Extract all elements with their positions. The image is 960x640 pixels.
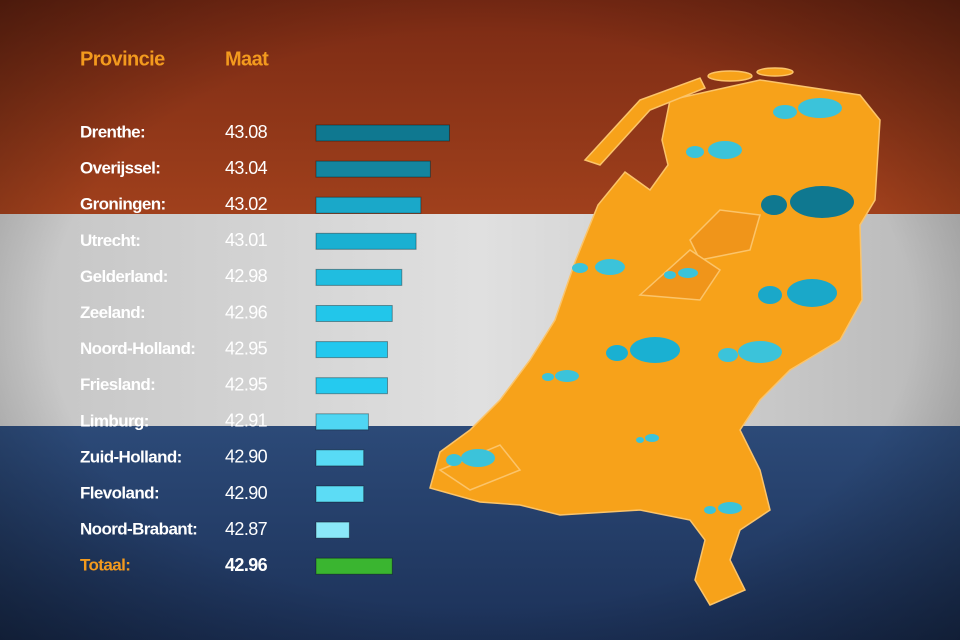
value-label: 43.04 [225, 158, 268, 178]
value-label: 42.91 [225, 411, 268, 431]
province-label: Drenthe: [80, 122, 145, 141]
bar [315, 521, 350, 539]
value-label: 43.01 [225, 230, 268, 250]
province-label: Groningen: [80, 195, 166, 214]
province-label: Utrecht: [80, 231, 140, 250]
value-label: 42.90 [225, 483, 268, 503]
total-value: 42.96 [225, 555, 268, 575]
value-label: 42.90 [225, 447, 268, 467]
value-label: 42.95 [225, 338, 268, 358]
province-label: Friesland: [80, 375, 155, 394]
bar [315, 449, 365, 467]
province-label: Noord-Holland: [80, 339, 195, 358]
bar [315, 232, 417, 250]
bar [315, 485, 365, 503]
province-label: Zeeland: [80, 303, 145, 322]
value-label: 42.98 [225, 266, 268, 286]
bar [315, 557, 393, 575]
province-label: Zuid-Holland: [80, 447, 182, 466]
header-province: Provincie [80, 48, 165, 70]
value-label: 42.96 [225, 302, 268, 322]
bar [315, 341, 388, 359]
bar [315, 305, 393, 322]
province-label: Noord-Brabant: [80, 520, 197, 539]
bar [315, 196, 422, 214]
bar [315, 268, 403, 286]
province-label: Limburg: [80, 411, 149, 430]
value-label: 42.95 [225, 374, 268, 394]
value-label: 43.08 [225, 122, 268, 142]
bar [315, 413, 369, 431]
value-label: 43.02 [225, 194, 268, 214]
province-label: Flevoland: [80, 483, 159, 502]
footprints [446, 98, 854, 514]
header-size: Maat [225, 48, 269, 70]
bar [315, 377, 388, 395]
value-label: 42.87 [225, 519, 268, 539]
province-label: Gelderland: [80, 267, 168, 286]
bar [315, 160, 431, 178]
bar [315, 124, 450, 142]
total-label: Totaal: [80, 556, 130, 575]
province-label: Overijssel: [80, 159, 160, 178]
